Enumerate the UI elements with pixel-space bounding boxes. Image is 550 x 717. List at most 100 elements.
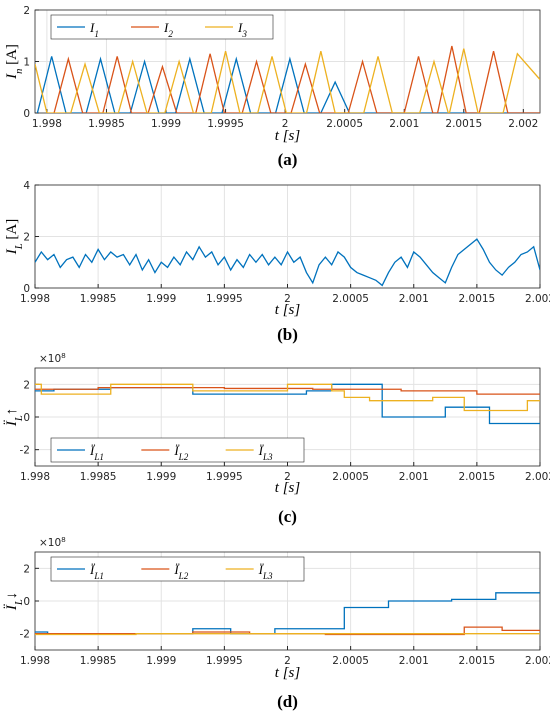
x-tick-label: 1.9995 — [206, 655, 243, 667]
x-tick-label: 1.998 — [20, 471, 50, 483]
legend-box — [50, 437, 305, 463]
x-tick-label: 2 — [284, 293, 291, 305]
panel-label: (d) — [277, 692, 298, 711]
x-tick-label: 2.002 — [525, 293, 550, 305]
subscript: L1 — [93, 452, 104, 462]
text-part: Ï — [173, 562, 180, 577]
subscript: L3 — [262, 571, 273, 581]
text-part: Ï — [173, 443, 180, 458]
subscript: n — [14, 69, 25, 74]
x-tick-label: 2.0015 — [459, 293, 496, 305]
text-part: ×10 — [39, 537, 61, 549]
y-axis-label: ÏL↑ — [3, 408, 25, 427]
series-line — [36, 56, 540, 113]
legend-label: I1 — [89, 20, 99, 39]
text-rest: [A] — [4, 44, 20, 69]
legend-label: I3 — [237, 20, 247, 39]
superscript: 8 — [61, 351, 66, 360]
x-tick-label: 2 — [282, 118, 289, 130]
text-rest: [A] — [4, 219, 20, 244]
x-tick-label: 1.999 — [146, 471, 176, 483]
legend-label: ÏL2 — [173, 562, 188, 581]
x-tick-label: 2.001 — [399, 655, 429, 667]
panel-label: (b) — [277, 325, 298, 344]
y-tick-label: 0 — [23, 108, 30, 120]
x-tick-label: 2.001 — [399, 471, 429, 483]
x-tick-label: 1.998 — [20, 293, 50, 305]
y-tick-label: 0 — [23, 283, 30, 295]
x-tick-label: 1.998 — [20, 655, 50, 667]
y-multiplier: ×108 — [39, 535, 66, 550]
subscript: L — [14, 243, 25, 250]
series-line — [35, 238, 540, 287]
axes-box — [34, 367, 541, 467]
subscript: L2 — [178, 452, 189, 462]
text-part: Ï — [89, 562, 96, 577]
subscript: 2 — [168, 29, 173, 39]
x-tick-label: 2 — [284, 471, 291, 483]
series-line — [35, 386, 540, 395]
text-part: I — [4, 248, 20, 255]
x-tick-label: 1.9995 — [206, 293, 243, 305]
x-tick-label: 2.0015 — [459, 471, 496, 483]
panel-label: (a) — [278, 150, 298, 169]
legend-box — [50, 556, 305, 582]
superscript: 8 — [61, 535, 66, 544]
subscript: L3 — [262, 452, 273, 462]
legend-label: ÏL2 — [173, 443, 188, 462]
text-part: I — [4, 73, 20, 80]
x-tick-label: 2.0005 — [332, 655, 369, 667]
y-tick-label: 2 — [23, 5, 30, 17]
x-tick-label: 2.002 — [508, 118, 538, 130]
legend-label: I2 — [163, 20, 173, 39]
y-tick-label: 4 — [23, 180, 30, 192]
series-line — [35, 383, 540, 425]
y-tick-label: 2 — [23, 563, 30, 575]
x-tick-label: 1.999 — [151, 118, 181, 130]
x-axis-label: t [s] — [275, 480, 301, 496]
y-tick-label: 2 — [23, 232, 30, 244]
x-tick-label: 2 — [284, 655, 291, 667]
x-tick-label: 2.0005 — [332, 471, 369, 483]
y-axis-label: IL [A] — [4, 219, 25, 255]
panel-label: (c) — [278, 507, 297, 526]
subscript: L2 — [178, 571, 189, 581]
y-multiplier: ×108 — [39, 351, 66, 366]
x-tick-label: 2.0015 — [459, 655, 496, 667]
x-tick-label: 2.0005 — [332, 293, 369, 305]
text-part: Ï — [3, 420, 20, 427]
series-line — [35, 633, 540, 636]
x-tick-label: 1.9995 — [207, 118, 244, 130]
y-tick-label: 0 — [23, 596, 30, 608]
x-tick-label: 1.999 — [146, 293, 176, 305]
x-tick-label: 1.9985 — [88, 118, 125, 130]
x-tick-label: 1.9995 — [206, 471, 243, 483]
x-tick-label: 2.0015 — [445, 118, 482, 130]
x-tick-label: 1.9985 — [80, 655, 117, 667]
x-tick-label: 2.001 — [389, 118, 419, 130]
text-part: I — [163, 20, 169, 35]
text-part: I — [237, 20, 243, 35]
y-tick-label: -2 — [20, 445, 30, 457]
text-part: ×10 — [39, 353, 61, 365]
text-part: Ï — [258, 443, 265, 458]
text-part: Ï — [89, 443, 96, 458]
y-axis-label: In [A] — [4, 44, 25, 80]
legend-box — [50, 14, 274, 40]
x-tick-label: 1.998 — [32, 118, 62, 130]
series-line — [35, 383, 540, 412]
text-part: Ï — [258, 562, 265, 577]
legend-label: ÏL3 — [258, 562, 273, 581]
subscript: L — [14, 599, 25, 606]
x-tick-label: 2.002 — [525, 471, 550, 483]
series-line — [35, 48, 540, 113]
text-part: Ï — [3, 604, 20, 611]
x-axis-label: t [s] — [275, 302, 301, 318]
y-tick-label: 0 — [23, 412, 30, 424]
subscript: L — [14, 415, 25, 422]
legend-label: ÏL1 — [89, 443, 104, 462]
y-tick-label: 2 — [23, 379, 30, 391]
y-axis-label: ÏL↓ — [3, 592, 25, 611]
axes-box — [34, 551, 541, 651]
